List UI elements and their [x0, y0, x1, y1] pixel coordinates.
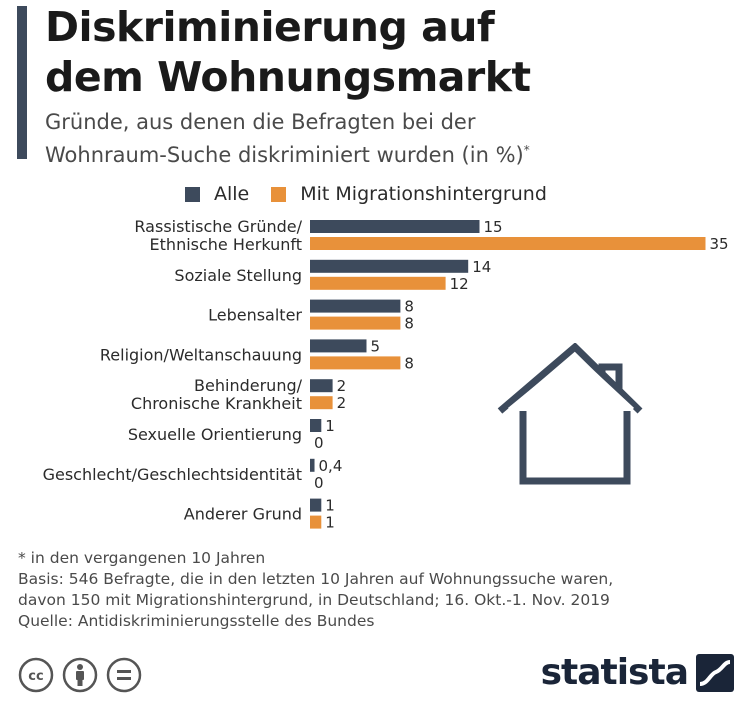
bar-migration [310, 316, 401, 330]
page-title: Diskriminierung auf dem Wohnungsmarkt [45, 2, 735, 102]
category-label: Lebensalter [208, 306, 302, 325]
bar-alle [310, 259, 469, 273]
bar-alle [310, 339, 367, 353]
footnotes: * in den vergangenen 10 Jahren Basis: 54… [18, 548, 613, 632]
bar-alle [310, 379, 333, 393]
bar-alle [310, 458, 315, 472]
value-label-migration: 0 [314, 474, 324, 492]
value-label-migration: 8 [404, 315, 414, 333]
value-label-alle: 0,4 [319, 457, 343, 475]
value-label-migration: 1 [325, 514, 335, 532]
footnote-basis-2: davon 150 mit Migrationshintergrund, in … [18, 591, 610, 609]
logo-mark-icon [696, 653, 734, 692]
bar-migration [310, 515, 322, 529]
legend-swatch-alle [185, 186, 200, 202]
legend: Alle Mit Migrationshintergrund [185, 183, 569, 205]
value-label-alle: 15 [484, 218, 503, 236]
bar-migration [310, 276, 446, 290]
subtitle: Gründe, aus denen die Befragten bei der … [45, 108, 735, 169]
legend-item-migration: Mit Migrationshintergrund [271, 183, 547, 205]
license-icons: cc [18, 657, 142, 693]
category-label: Behinderung/Chronische Krankheit [131, 376, 303, 413]
bar-migration [310, 396, 333, 410]
value-label-alle: 14 [472, 258, 491, 276]
subtitle-line-2: Wohnraum-Suche diskriminiert wurden (in … [45, 143, 530, 167]
no-derivatives-icon[interactable] [106, 657, 142, 693]
title-line-1: Diskriminierung auf [45, 3, 495, 51]
house-icon [497, 343, 643, 485]
footnote-asterisk: * in den vergangenen 10 Jahren [18, 549, 266, 567]
category-label: Geschlecht/Geschlechtsidentität [43, 465, 302, 484]
value-label-migration: 12 [450, 275, 469, 293]
statista-logo[interactable]: statista [541, 652, 734, 693]
accent-bar [17, 6, 27, 159]
value-label-alle: 2 [337, 377, 347, 395]
bar-chart: Rassistische Gründe/Ethnische Herkunft15… [43, 217, 729, 532]
subtitle-line-1: Gründe, aus denen die Befragten bei der [45, 110, 476, 134]
legend-label-alle: Alle [214, 183, 250, 205]
value-label-alle: 5 [371, 337, 381, 355]
category-label: Soziale Stellung [174, 266, 302, 285]
value-label-migration: 2 [337, 394, 347, 412]
logo-text: statista [540, 652, 689, 693]
bar-migration [310, 356, 401, 370]
category-label: Sexuelle Orientierung [128, 425, 302, 444]
value-label-alle: 8 [404, 298, 414, 316]
cc-icon[interactable]: cc [18, 657, 54, 693]
svg-text:cc: cc [28, 669, 43, 684]
attribution-icon[interactable] [62, 657, 98, 693]
footnote-basis-1: Basis: 546 Befragte, die in den letzten … [18, 570, 614, 588]
category-label: Anderer Grund [184, 505, 302, 524]
category-label: Religion/Weltanschauung [100, 345, 302, 364]
category-label: Rassistische Gründe/Ethnische Herkunft [134, 217, 302, 254]
value-label-alle: 1 [325, 417, 335, 435]
footnote-source: Quelle: Antidiskriminierungsstelle des B… [18, 612, 375, 630]
bar-migration [310, 237, 706, 250]
value-label-alle: 1 [325, 497, 335, 515]
legend-label-migration: Mit Migrationshintergrund [300, 183, 547, 205]
legend-item-alle: Alle [185, 183, 249, 205]
value-label-migration: 35 [710, 235, 729, 253]
bar-alle [310, 419, 322, 432]
bar-alle [310, 498, 322, 512]
value-label-migration: 0 [314, 434, 324, 452]
legend-swatch-migration [271, 186, 287, 202]
bar-alle [310, 220, 480, 233]
value-label-migration: 8 [404, 354, 414, 372]
bar-alle [310, 299, 401, 313]
title-line-2: dem Wohnungsmarkt [45, 53, 531, 101]
